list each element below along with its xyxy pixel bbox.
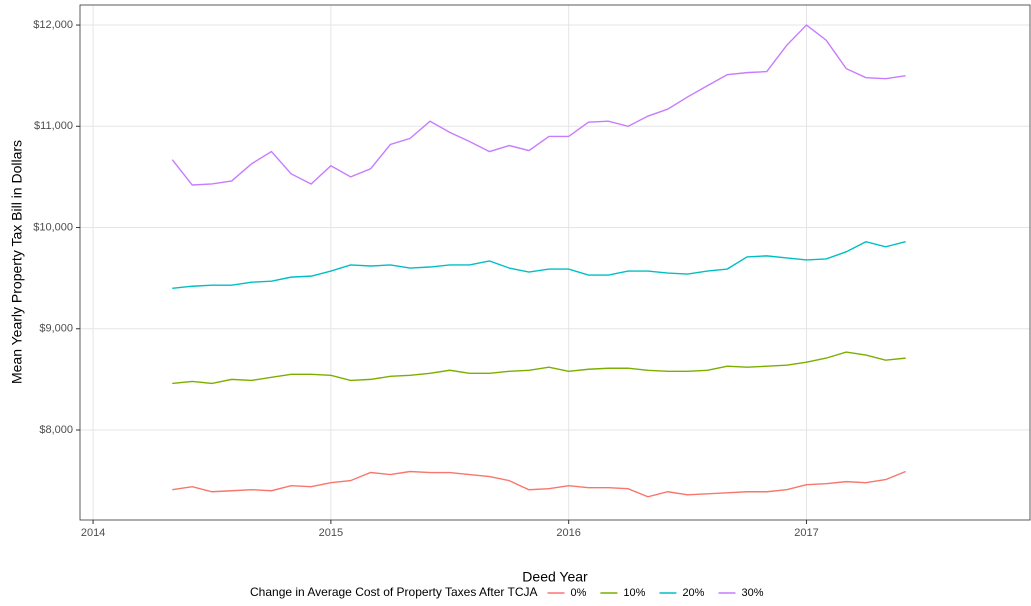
legend-label: 30% [741, 587, 763, 599]
series-line [172, 470, 906, 498]
series-line [171, 24, 906, 186]
legend-label: 0% [571, 587, 587, 599]
y-tick-label: $12,000 [33, 19, 73, 31]
series-line [172, 240, 906, 289]
y-tick-label: $10,000 [33, 221, 73, 233]
x-tick-label: 2014 [81, 527, 105, 539]
legend-label: 10% [623, 587, 645, 599]
y-axis-title: Mean Yearly Property Tax Bill in Dollars [9, 140, 25, 384]
legend-label: 20% [682, 587, 704, 599]
panel-border [79, 4, 1031, 521]
x-tick-label: 2016 [556, 527, 580, 539]
y-tick-label: $11,000 [34, 120, 73, 132]
x-tick-label: 2017 [794, 527, 818, 539]
legend-title: Change in Average Cost of Property Taxes… [250, 585, 538, 599]
series-line [172, 351, 906, 385]
y-tick-label: $8,000 [39, 424, 73, 436]
y-tick-label: $9,000 [39, 323, 73, 335]
x-axis-title: Deed Year [522, 569, 588, 585]
x-tick-label: 2015 [319, 527, 343, 539]
